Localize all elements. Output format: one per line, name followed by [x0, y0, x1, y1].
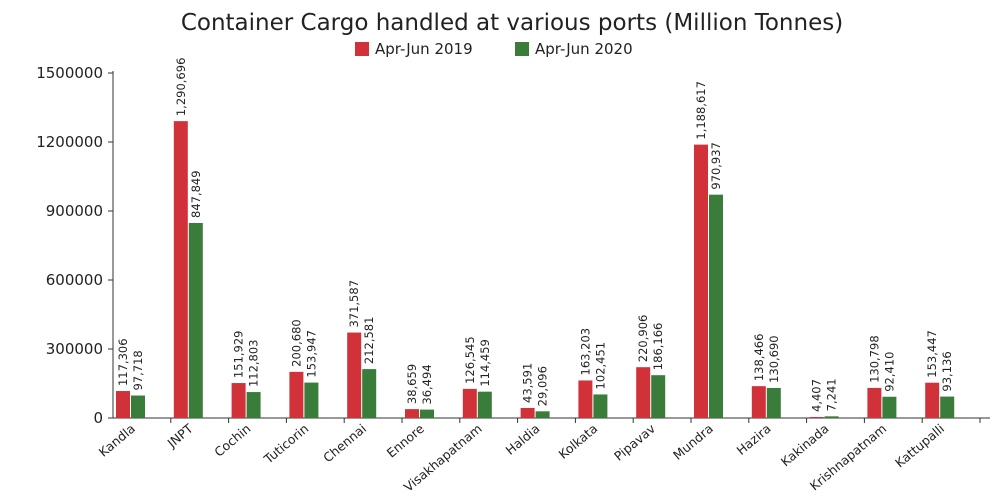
legend-swatch-2019 [355, 42, 369, 56]
data-label: 38,659 [405, 364, 419, 404]
bar-2019-kattupalli [925, 382, 940, 418]
bar-2019-mundra [694, 144, 708, 418]
data-label: 847,849 [189, 170, 203, 218]
bar-2020-kolkata [593, 394, 608, 418]
legend-label-2019: Apr-Jun 2019 [375, 40, 473, 58]
data-label: 153,947 [304, 330, 318, 378]
data-label: 126,545 [463, 336, 477, 384]
legend-swatch-2020 [515, 42, 529, 56]
x-tick-label: Chennai [320, 421, 369, 465]
data-label: 970,937 [709, 142, 723, 190]
data-label: 130,690 [767, 335, 781, 383]
data-label: 1,290,696 [174, 58, 188, 117]
bar-2020-cochin [246, 392, 261, 418]
data-labels: 117,306 97,718 1,290,696 847,849 151,929 112,… [116, 58, 954, 412]
data-label: 92,410 [882, 351, 896, 391]
data-label: 1,188,617 [694, 81, 708, 140]
y-tick-label: 600000 [46, 271, 103, 289]
x-tick-label: Tuticorin [260, 421, 311, 467]
x-tick-label: Hazira [734, 421, 774, 458]
bar-2020-krishnapatnam [882, 396, 897, 418]
bar-2019-kandla [116, 391, 130, 418]
bar-2019-cochin [231, 383, 246, 418]
bar-2019-visakhapatnam [462, 388, 477, 418]
data-label: 117,306 [116, 338, 130, 386]
bar-2019-hazira [751, 386, 766, 418]
x-tick-label: Kakinada [778, 421, 832, 469]
bar-2020-kandla [131, 395, 145, 418]
y-tick-label: 1500000 [36, 64, 103, 82]
bar-2020-mundra [709, 194, 723, 418]
bar-2019-jnpt [173, 121, 188, 418]
data-label: 4,407 [810, 379, 824, 412]
bar-2019-pipavav [636, 367, 651, 418]
data-label: 163,203 [578, 328, 592, 376]
data-label: 186,166 [651, 323, 665, 371]
data-label: 130,798 [867, 335, 881, 383]
bar-2020-kattupalli [940, 396, 955, 418]
bar-2019-ennore [405, 409, 419, 418]
bar-2020-kakinada [824, 416, 839, 418]
bar-2019-kakinada [809, 416, 824, 418]
data-label: 151,929 [232, 330, 246, 378]
y-tick-label: 1200000 [36, 133, 103, 151]
data-label: 153,447 [925, 330, 939, 378]
data-label: 93,136 [940, 351, 954, 391]
x-tick-label: Haldia [503, 421, 543, 458]
x-tick-label: Ennore [384, 421, 428, 461]
x-tick-label: Kattupalli [892, 421, 947, 471]
x-tick-label: Pipavav [611, 420, 658, 463]
y-axis: 0 300000 600000 900000 1200000 1500000 [36, 64, 114, 427]
data-label: 371,587 [347, 280, 361, 328]
bar-2020-haldia [535, 411, 550, 418]
bar-2020-visakhapatnam [477, 391, 492, 418]
bar-2020-pipavav [651, 375, 666, 418]
x-tick-labels: Kandla JNPT Cochin Tuticorin Chennai EnnoreVi… [96, 420, 948, 494]
bar-2019-haldia [520, 407, 535, 418]
y-tick-label: 0 [93, 409, 103, 427]
bar-2020-ennore [420, 409, 434, 418]
bar-2019-chennai [347, 332, 362, 418]
data-label: 36,494 [420, 364, 434, 404]
data-label: 43,591 [521, 363, 535, 403]
y-tick-label: 300000 [46, 340, 103, 358]
data-label: 212,581 [362, 317, 376, 365]
x-tick-label: JNPT [164, 421, 196, 452]
data-label: 97,718 [131, 350, 145, 390]
bar-2020-chennai [362, 369, 377, 418]
bar-2019-kolkata [578, 380, 593, 418]
y-tick-label: 900000 [46, 202, 103, 220]
legend-label-2020: Apr-Jun 2020 [535, 40, 633, 58]
bar-2020-hazira [766, 387, 781, 418]
data-label: 112,803 [247, 339, 261, 387]
data-label: 7,241 [825, 378, 839, 411]
legend: Apr-Jun 2019 Apr-Jun 2020 [355, 40, 633, 58]
bar-2020-tuticorin [304, 382, 319, 418]
bars [116, 121, 955, 418]
bar-2019-tuticorin [289, 371, 304, 418]
chart-title: Container Cargo handled at various ports… [181, 10, 843, 36]
data-label: 138,466 [752, 334, 766, 382]
x-tick-label: Mundra [670, 421, 716, 463]
bar-2020-jnpt [188, 222, 203, 418]
x-tick-label: Kolkata [555, 421, 600, 462]
data-label: 200,680 [289, 319, 303, 367]
x-tick-label: Cochin [211, 421, 253, 460]
data-label: 102,451 [593, 342, 607, 390]
data-label: 29,096 [536, 366, 550, 406]
bar-2019-krishnapatnam [867, 387, 882, 418]
data-label: 114,459 [478, 339, 492, 387]
data-label: 220,906 [636, 315, 650, 363]
